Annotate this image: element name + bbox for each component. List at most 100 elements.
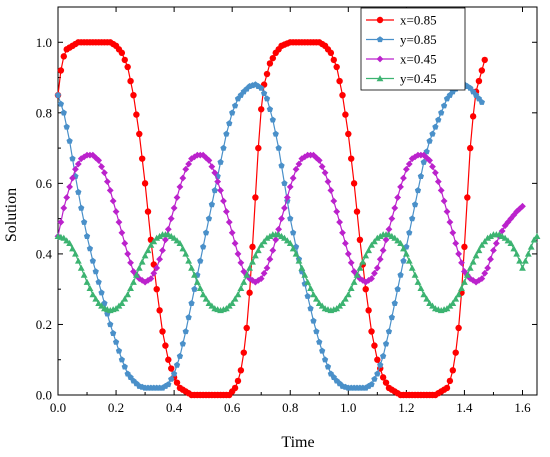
series-point-1 (272, 130, 279, 137)
series-point-1 (382, 340, 390, 347)
series-point-0 (443, 384, 451, 392)
series-point-3 (510, 245, 518, 252)
series-point-1 (440, 102, 448, 109)
series-point-2 (275, 225, 283, 233)
series-point-2 (478, 275, 486, 282)
series-point-2 (121, 239, 129, 247)
series-point-2 (164, 225, 172, 233)
series-point-0 (249, 243, 256, 251)
series-point-0 (339, 91, 346, 99)
series-point-1 (217, 158, 224, 165)
series-point-3 (362, 252, 370, 259)
series-point-1 (223, 130, 230, 137)
series-point-0 (231, 384, 239, 392)
series-point-0 (60, 53, 68, 60)
series-line-0 (57, 41, 486, 396)
series-point-3 (304, 278, 312, 285)
series-point-3 (400, 245, 407, 252)
x-tick-label: 0.6 (224, 400, 241, 415)
series-point-1 (327, 370, 335, 377)
series-point-1 (188, 299, 195, 306)
series-point-2 (487, 255, 494, 263)
series-point-3 (66, 239, 74, 247)
series-point-3 (521, 257, 529, 264)
series-point-2 (327, 187, 335, 194)
series-point-1 (231, 102, 239, 109)
series-point-3 (135, 264, 143, 271)
y-tick-label: 0.2 (36, 317, 52, 332)
series-point-3 (202, 295, 210, 302)
series-point-3 (170, 234, 178, 241)
series-point-2 (237, 259, 245, 267)
series-point-1 (112, 338, 120, 345)
series-point-3 (420, 291, 428, 298)
series-point-3 (397, 239, 404, 247)
series-point-2 (263, 264, 271, 272)
series-point-3 (283, 237, 291, 244)
series-point-2 (379, 246, 387, 254)
series-point-1 (89, 257, 96, 264)
series-point-1 (469, 88, 477, 95)
series-point-1 (377, 361, 384, 368)
x-tick-label: 1.2 (398, 400, 414, 415)
series-point-1 (165, 381, 172, 388)
series-point-3 (417, 284, 425, 292)
series-point-1 (472, 91, 480, 98)
series-point-1 (411, 201, 419, 208)
series-point-2 (385, 225, 393, 233)
series-point-3 (86, 284, 94, 292)
series-point-3 (373, 234, 381, 241)
series-point-0 (356, 236, 364, 243)
series-point-1 (400, 257, 407, 264)
series-point-1 (205, 215, 213, 222)
series-point-2 (394, 194, 402, 201)
series-point-3 (196, 284, 204, 292)
series-point-3 (252, 252, 259, 259)
series-point-1 (467, 84, 474, 91)
series-point-1 (319, 347, 326, 354)
series-point-0 (269, 54, 277, 62)
series-point-3 (193, 278, 201, 285)
series-point-1 (371, 375, 378, 382)
series-point-2 (147, 275, 155, 282)
series-point-3 (69, 245, 76, 252)
series-point-3 (402, 250, 410, 257)
series-point-0 (382, 379, 390, 386)
series-point-3 (527, 243, 535, 250)
series-point-3 (513, 250, 521, 257)
series-point-3 (449, 299, 457, 307)
series-point-3 (533, 232, 541, 239)
series-point-2 (101, 169, 108, 177)
series-point-3 (176, 239, 184, 247)
series-point-2 (519, 202, 526, 210)
series-point-3 (530, 236, 538, 243)
series-point-1 (124, 370, 131, 377)
series-point-2 (173, 194, 181, 201)
series-point-3 (452, 295, 460, 302)
series-point-3 (315, 299, 323, 307)
series-point-1 (420, 158, 427, 165)
series-point-3 (507, 239, 515, 247)
series-point-2 (344, 250, 352, 258)
series-point-1 (368, 381, 375, 388)
series-point-3 (356, 264, 364, 271)
series-point-1 (208, 201, 215, 208)
series-point-0 (379, 374, 387, 381)
series-point-3 (318, 302, 326, 309)
series-point-3 (501, 234, 509, 241)
series-point-2 (498, 227, 506, 235)
series-point-2 (289, 174, 297, 182)
series-point-0 (333, 63, 340, 71)
series-point-0 (475, 77, 483, 85)
series-point-3 (359, 258, 367, 265)
series-point-3 (147, 241, 155, 248)
series-point-3 (411, 271, 419, 278)
series-point-1 (380, 352, 387, 359)
series-point-2 (115, 218, 123, 226)
series-point-2 (220, 197, 227, 205)
legend-marker-3 (376, 75, 384, 82)
series-point-3 (80, 271, 88, 278)
series-point-1 (391, 299, 398, 306)
series-point-1 (397, 271, 404, 278)
series-point-2 (98, 163, 105, 171)
